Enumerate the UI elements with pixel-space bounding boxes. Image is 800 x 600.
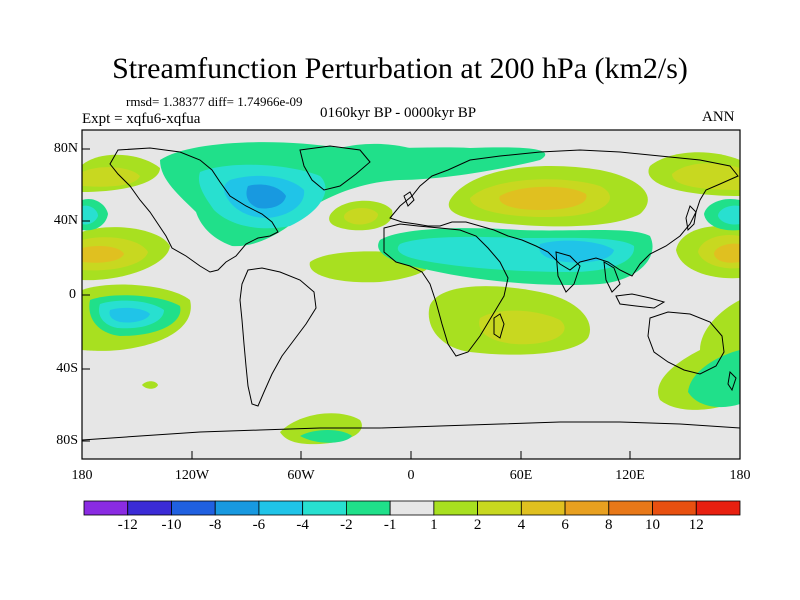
coast-antarctica [82,421,740,441]
lat-label-40n: 40N [53,213,78,228]
colorbar-box-5 [302,500,347,516]
lon-label-0: 0 [407,468,415,483]
contour-asia-core [499,186,587,210]
lon-label-180e: 180 [729,468,751,483]
contour-west-pacific-core [714,243,740,263]
colorbar-box-0 [83,500,129,516]
colorbar-label-6: -1 [383,517,397,533]
contour-east-pacific-core [82,246,124,263]
colorbar-box-3 [214,500,260,516]
lon-label-180w: 180 [71,468,93,483]
lon-label-120w: 120W [174,468,210,483]
contour-australia-negative [688,350,740,408]
coast-south-america [239,267,317,407]
contour-nw-atlantic-inner [344,208,378,225]
coast-japan [685,205,697,232]
coast-india [555,251,581,293]
coast-uk [403,191,415,207]
coast-europe-asia [389,149,739,277]
colorbar-box-1 [127,500,172,516]
lon-label-120e: 120E [615,468,645,483]
plot-title: Streamfunction Perturbation at 200 hPa (… [112,52,688,85]
contour-small-south-positive [142,381,158,389]
contour-field [82,142,740,445]
colorbar-label-12: 10 [645,517,661,533]
tick-marks [82,148,631,459]
colorbar-box-13 [652,500,697,516]
coast-greenland [299,145,371,191]
colorbar-label-13: 12 [688,517,704,533]
lat-label-80s: 80S [56,433,78,448]
colorbar-box-6 [345,500,391,516]
colorbar-label-4: -4 [296,517,309,533]
colorbar-box-4 [258,500,304,516]
colorbar-label-10: 6 [561,517,569,533]
contour-south-pacific-neg-core [109,307,150,323]
colorbar-label-0: -12 [117,517,138,533]
colorbar-label-5: -2 [340,517,353,533]
lon-label-60e: 60E [509,468,533,483]
rmsd-stats: rmsd= 1.38377 diff= 1.74966e-09 [126,94,303,109]
colorbar-label-11: 8 [605,517,613,533]
coast-north-america [109,147,279,273]
contour-north-america-deep [246,184,286,209]
contour-atlantic-arctic-negative [336,143,430,174]
coast-madagascar [493,313,505,339]
colorbar-box-12 [608,500,653,516]
coast-indonesia [615,293,666,309]
contour-east-pacific-neg-inner [82,205,98,225]
experiment-label: Expt = xqfu6-xqfua [82,111,201,127]
season-label: ANN [702,109,735,125]
colorbar-box-10 [520,500,566,516]
colorbar-label-9: 4 [517,517,526,533]
lon-label-60w: 60W [287,468,315,483]
coast-australia [647,311,725,375]
colorbar-box-11 [564,500,610,516]
contour-africa-asia-core [539,240,614,263]
colorbar-box-9 [477,500,522,516]
contour-antarctic-negative [300,430,352,443]
colorbar-box-14 [695,500,741,516]
colorbar-label-3: -6 [252,517,266,533]
colorbar-label-7: 1 [430,517,438,533]
colorbar-label-8: 2 [473,517,482,533]
coast-new-zealand [727,370,737,392]
colorbar-label-2: -8 [208,517,222,533]
colorbar-box-7 [389,500,435,516]
lat-label-80n: 80N [53,141,78,156]
colorbar-box-2 [171,500,216,516]
coastlines [82,145,740,441]
contour-pacific-nw-inner [672,163,740,190]
lat-label-40s: 40S [56,361,78,376]
coast-africa [383,223,509,357]
colorbar-box-8 [433,500,479,516]
period-label: 0160kyr BP - 0000kyr BP [320,105,477,121]
coast-southeast-asia [603,261,621,293]
lat-label-0: 0 [69,287,76,302]
contour-west-pacific-neg-inner [718,205,740,225]
colorbar-label-1: -10 [161,517,182,533]
